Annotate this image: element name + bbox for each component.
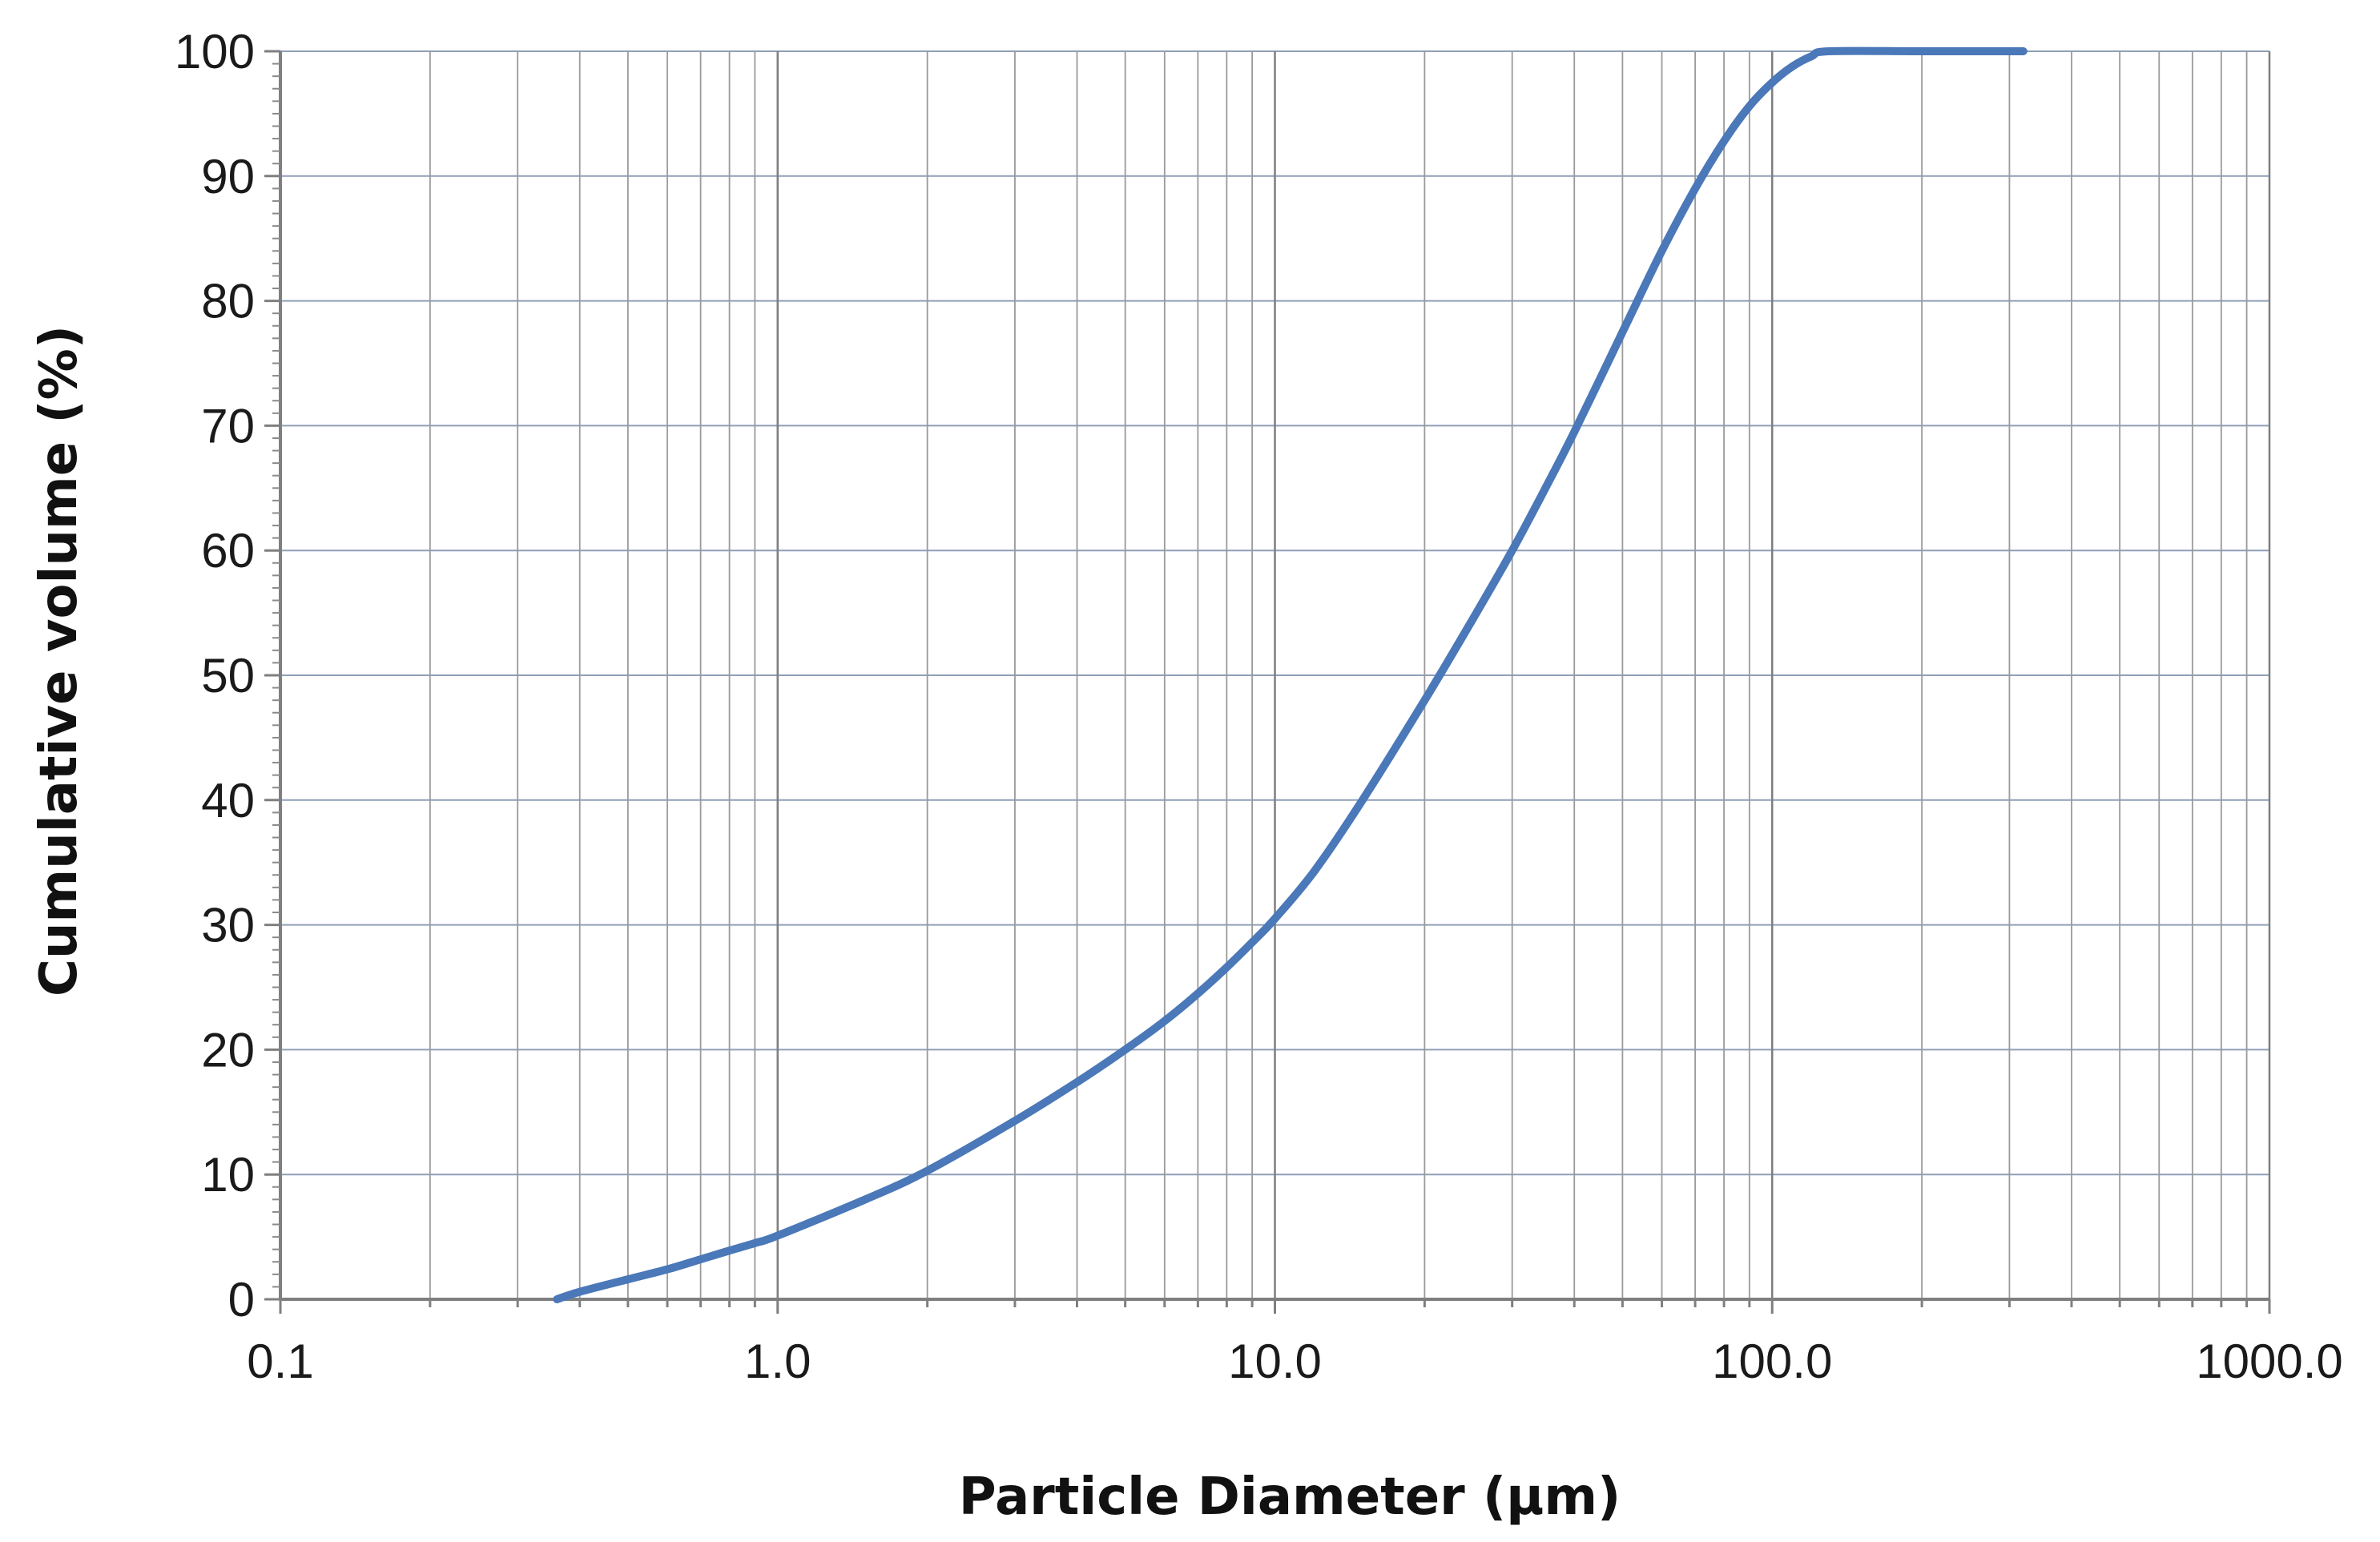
x-tick-label-10.0: 10.0 (1228, 1335, 1322, 1388)
y-tick-label-30: 30 (201, 899, 255, 952)
y-tick-label-60: 60 (201, 524, 255, 578)
axes (264, 50, 2271, 1314)
y-tick-label-40: 40 (201, 774, 255, 827)
y-axis-title: Cumulative volume (%) (30, 325, 89, 996)
series (553, 46, 2028, 1303)
x-tick-label-1.0: 1.0 (744, 1335, 811, 1388)
y-tick-label-70: 70 (201, 399, 255, 453)
tick-labels: 0 10 20 30 40 50 60 70 80 90 100 0.1 1.0 10.0 100.0 100… (175, 25, 2343, 1388)
y-tick-label-20: 20 (201, 1023, 255, 1077)
y-tick-label-90: 90 (201, 150, 255, 203)
y-tick-label-0: 0 (228, 1273, 255, 1327)
series-line-0 (553, 46, 2028, 1303)
y-tick-label-10: 10 (201, 1148, 255, 1202)
y-tick-label-100: 100 (175, 25, 255, 79)
x-tick-label-100.0: 100.0 (1712, 1335, 1832, 1388)
y-tick-label-80: 80 (201, 275, 255, 328)
x-axis-title: Particle Diameter (µm) (959, 1468, 1621, 1527)
y-tick-label-50: 50 (201, 649, 255, 703)
x-tick-label-1000.0: 1000.0 (2196, 1335, 2343, 1388)
x-tick-label-0.1: 0.1 (247, 1335, 313, 1388)
